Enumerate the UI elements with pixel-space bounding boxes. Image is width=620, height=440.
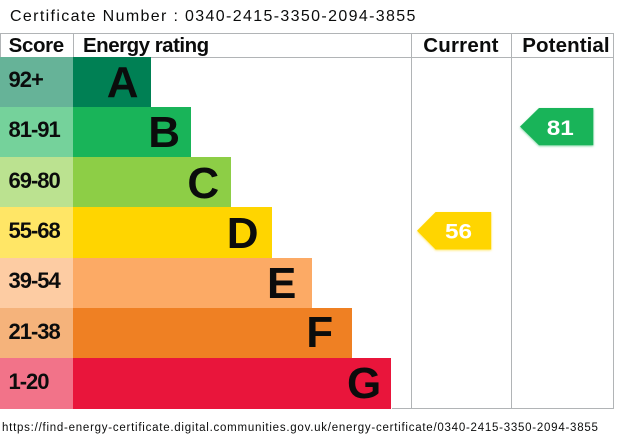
svg-text:56: 56: [445, 220, 472, 243]
svg-text:81: 81: [547, 116, 574, 140]
